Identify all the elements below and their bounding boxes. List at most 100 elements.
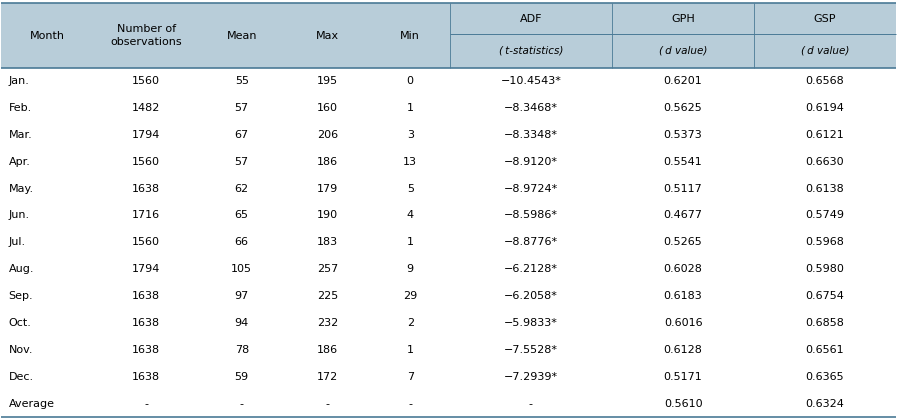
Text: 0.5968: 0.5968 — [806, 237, 844, 247]
Text: 105: 105 — [231, 264, 252, 274]
Text: −5.9833*: −5.9833* — [504, 318, 558, 328]
Text: 0.6121: 0.6121 — [806, 130, 844, 140]
Text: Apr.: Apr. — [9, 157, 30, 167]
Text: 0.6194: 0.6194 — [806, 103, 844, 113]
Text: Jul.: Jul. — [9, 237, 26, 247]
Bar — [2, 94, 895, 121]
Text: 0.6561: 0.6561 — [806, 345, 844, 355]
Bar — [2, 363, 895, 390]
Text: -: - — [326, 399, 330, 409]
Text: -: - — [529, 399, 533, 409]
Bar — [2, 175, 895, 202]
Text: Max: Max — [317, 31, 339, 41]
Text: 0.5541: 0.5541 — [664, 157, 702, 167]
Text: −7.2939*: −7.2939* — [504, 372, 558, 382]
Text: Dec.: Dec. — [9, 372, 34, 382]
Text: 1716: 1716 — [132, 210, 161, 220]
Text: 0.6201: 0.6201 — [664, 76, 702, 86]
Text: 59: 59 — [235, 372, 248, 382]
Text: 1638: 1638 — [132, 291, 161, 301]
Text: GPH: GPH — [671, 14, 695, 24]
Text: 195: 195 — [318, 76, 338, 86]
Bar — [2, 310, 895, 336]
Text: 0: 0 — [406, 76, 414, 86]
Text: 78: 78 — [235, 345, 248, 355]
Text: 172: 172 — [318, 372, 338, 382]
Text: 160: 160 — [318, 103, 338, 113]
Text: 0.6754: 0.6754 — [806, 291, 844, 301]
Text: Mean: Mean — [226, 31, 257, 41]
Text: 1638: 1638 — [132, 372, 161, 382]
Text: −8.8776*: −8.8776* — [504, 237, 558, 247]
Text: −8.9724*: −8.9724* — [504, 184, 558, 194]
Text: −8.3468*: −8.3468* — [504, 103, 558, 113]
Text: 1638: 1638 — [132, 184, 161, 194]
Text: 1: 1 — [406, 345, 414, 355]
Text: −10.4543*: −10.4543* — [501, 76, 562, 86]
Text: 232: 232 — [318, 318, 338, 328]
Text: 0.6028: 0.6028 — [664, 264, 702, 274]
Text: 0.6568: 0.6568 — [806, 76, 844, 86]
Text: 0.5610: 0.5610 — [664, 399, 702, 409]
Text: 57: 57 — [235, 103, 248, 113]
Text: -: - — [144, 399, 148, 409]
Text: 9: 9 — [406, 264, 414, 274]
Text: 1: 1 — [406, 103, 414, 113]
Text: 0.6016: 0.6016 — [664, 318, 702, 328]
Bar — [2, 229, 895, 256]
Text: Sep.: Sep. — [9, 291, 33, 301]
Text: 0.6183: 0.6183 — [664, 291, 702, 301]
Text: 0.6324: 0.6324 — [806, 399, 844, 409]
Text: 57: 57 — [235, 157, 248, 167]
Text: 179: 179 — [318, 184, 338, 194]
Text: ( t-statistics): ( t-statistics) — [499, 46, 563, 56]
Text: 97: 97 — [235, 291, 248, 301]
Text: Month: Month — [30, 31, 65, 41]
Bar — [2, 256, 895, 283]
Text: 2: 2 — [406, 318, 414, 328]
Bar — [2, 148, 895, 175]
Text: 0.5749: 0.5749 — [806, 210, 844, 220]
Text: 5: 5 — [406, 184, 414, 194]
Text: 0.5117: 0.5117 — [664, 184, 702, 194]
Text: Aug.: Aug. — [9, 264, 34, 274]
Text: Mar.: Mar. — [9, 130, 32, 140]
Text: 7: 7 — [406, 372, 414, 382]
Bar — [2, 283, 895, 310]
Text: 190: 190 — [318, 210, 338, 220]
Bar — [2, 202, 895, 229]
Text: 0.6630: 0.6630 — [806, 157, 844, 167]
Text: Jun.: Jun. — [9, 210, 30, 220]
Text: 0.5265: 0.5265 — [664, 237, 702, 247]
Text: 0.5373: 0.5373 — [664, 130, 702, 140]
Text: -: - — [408, 399, 413, 409]
Text: 0.4677: 0.4677 — [664, 210, 702, 220]
Text: Min: Min — [400, 31, 420, 41]
Bar — [2, 121, 895, 148]
Bar — [2, 390, 895, 417]
Text: −8.5986*: −8.5986* — [504, 210, 558, 220]
Text: Jan.: Jan. — [9, 76, 30, 86]
Text: 1794: 1794 — [132, 130, 161, 140]
Text: 0.6128: 0.6128 — [664, 345, 702, 355]
Text: 55: 55 — [235, 76, 248, 86]
Text: −8.9120*: −8.9120* — [504, 157, 558, 167]
Text: 1560: 1560 — [132, 76, 161, 86]
Text: 186: 186 — [318, 157, 338, 167]
Text: 183: 183 — [318, 237, 338, 247]
Text: 1560: 1560 — [132, 237, 161, 247]
Text: -: - — [239, 399, 244, 409]
Text: 65: 65 — [235, 210, 248, 220]
Text: 0.5171: 0.5171 — [664, 372, 702, 382]
Text: 13: 13 — [403, 157, 417, 167]
Text: −7.5528*: −7.5528* — [504, 345, 558, 355]
Text: 257: 257 — [318, 264, 338, 274]
Text: 225: 225 — [318, 291, 338, 301]
Text: 1794: 1794 — [132, 264, 161, 274]
Text: 1482: 1482 — [132, 103, 161, 113]
Text: May.: May. — [9, 184, 34, 194]
Text: 0.5625: 0.5625 — [664, 103, 702, 113]
Text: ADF: ADF — [519, 14, 542, 24]
Text: Average: Average — [9, 399, 55, 409]
Text: 0.6858: 0.6858 — [806, 318, 844, 328]
